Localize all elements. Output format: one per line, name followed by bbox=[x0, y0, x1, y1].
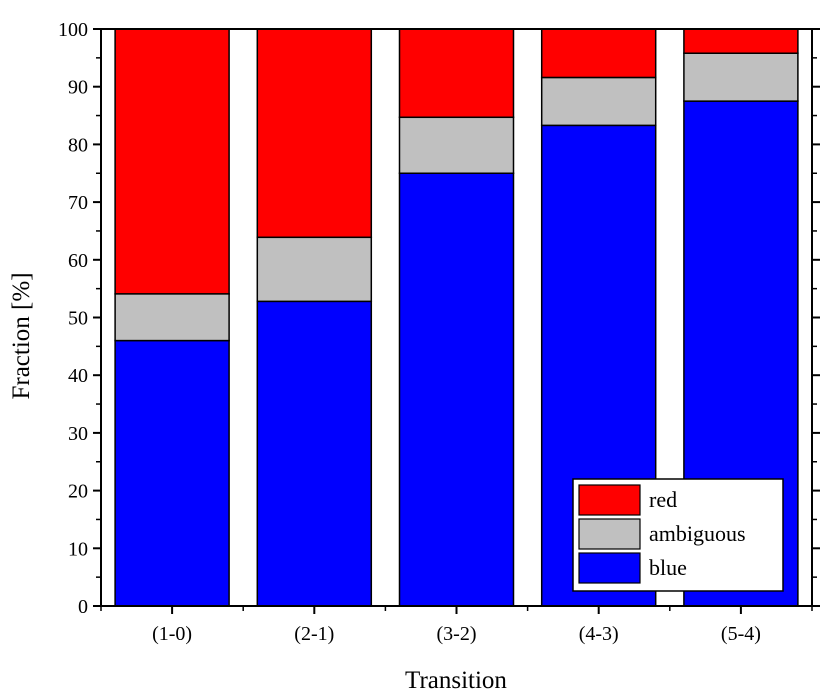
y-tick-label: 80 bbox=[68, 134, 88, 156]
bar-red-3 bbox=[398, 28, 515, 119]
bar-blue-2 bbox=[256, 300, 373, 607]
x-tick-label: (2-1) bbox=[294, 623, 334, 645]
legend-label-ambiguous: ambiguous bbox=[649, 521, 746, 546]
x-axis-title: Transition bbox=[405, 667, 507, 694]
y-tick-label: 100 bbox=[58, 19, 88, 41]
bar-red-5 bbox=[683, 28, 799, 54]
legend-label-blue: blue bbox=[649, 555, 687, 580]
bar-ambiguous-3 bbox=[398, 116, 515, 174]
legend-swatch-blue bbox=[578, 552, 641, 584]
y-tick-label: 70 bbox=[68, 192, 88, 214]
x-tick-label: (4-3) bbox=[579, 623, 619, 645]
bar-red-2 bbox=[256, 28, 373, 239]
y-tick-label: 40 bbox=[68, 365, 88, 387]
y-tick-label: 30 bbox=[68, 423, 88, 445]
x-tick-label: (5-4) bbox=[721, 623, 761, 645]
y-tick-labels: 0 10 20 30 40 50 60 70 80 90 100 bbox=[58, 19, 88, 618]
bar-ambiguous-5 bbox=[683, 52, 799, 102]
y-axis-title: Fraction [%] bbox=[8, 272, 35, 399]
x-tick-labels: (1-0) (2-1) (3-2) (4-3) (5-4) bbox=[152, 623, 761, 645]
bar-ambiguous-1 bbox=[114, 293, 230, 342]
legend-swatch-ambiguous bbox=[578, 518, 641, 550]
bar-ambiguous-4 bbox=[540, 76, 657, 127]
y-tick-label: 20 bbox=[68, 481, 88, 503]
x-tick-label: (3-2) bbox=[437, 623, 477, 645]
bar-blue-1 bbox=[114, 339, 230, 607]
y-tick-label: 60 bbox=[68, 250, 88, 272]
legend-swatch-red bbox=[578, 484, 641, 516]
bar-ambiguous-2 bbox=[256, 236, 373, 303]
y-tick-label: 10 bbox=[68, 538, 88, 560]
legend-label-red: red bbox=[649, 487, 677, 512]
ticks-layer bbox=[93, 28, 820, 614]
bar-blue-3 bbox=[398, 172, 515, 607]
bar-red-4 bbox=[540, 28, 657, 79]
x-tick-label: (1-0) bbox=[152, 623, 192, 645]
legend: red ambiguous blue bbox=[572, 478, 784, 592]
y-tick-label: 0 bbox=[78, 596, 88, 618]
y-tick-label: 50 bbox=[68, 308, 88, 330]
bar-red-1 bbox=[114, 28, 230, 295]
y-tick-label: 90 bbox=[68, 77, 88, 99]
